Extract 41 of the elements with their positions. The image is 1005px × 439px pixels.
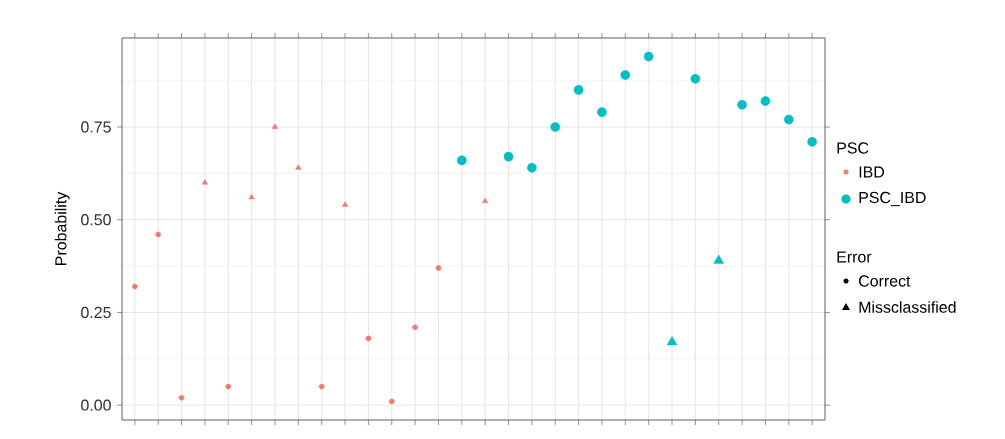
point	[784, 114, 794, 125]
y-axis-title: Probability	[54, 191, 70, 265]
legend-label: PSC_IBD	[859, 191, 926, 207]
point	[457, 155, 467, 166]
point	[666, 336, 678, 346]
point	[760, 96, 771, 106]
point	[690, 73, 701, 84]
point	[550, 122, 561, 132]
legend-title: PSC	[837, 142, 869, 154]
y-tick-label: 0.75	[81, 121, 111, 133]
point	[713, 254, 724, 264]
point	[271, 123, 278, 129]
point	[620, 70, 631, 80]
text: Missclassified	[859, 301, 956, 313]
point	[365, 335, 372, 342]
point	[482, 197, 489, 203]
point	[643, 51, 654, 62]
point	[132, 283, 138, 290]
point	[412, 324, 418, 331]
point	[155, 231, 161, 238]
point	[503, 151, 514, 162]
point	[388, 398, 395, 405]
point	[342, 201, 349, 207]
point	[597, 107, 607, 117]
point	[737, 99, 747, 110]
y-tick-label: 0.50	[81, 214, 111, 226]
text: Correct	[859, 275, 911, 287]
point	[295, 164, 302, 170]
point	[248, 194, 255, 200]
point	[527, 163, 537, 173]
point	[225, 383, 232, 390]
y-tick-label: 0.25	[81, 306, 111, 319]
text: Error	[837, 251, 872, 263]
legend-label: IBD	[859, 166, 885, 178]
point	[178, 394, 185, 401]
y-tick-label: 0.00	[81, 399, 111, 411]
point	[435, 265, 442, 271]
point	[573, 85, 584, 95]
point	[318, 383, 325, 390]
point	[201, 179, 208, 185]
point	[807, 137, 817, 147]
